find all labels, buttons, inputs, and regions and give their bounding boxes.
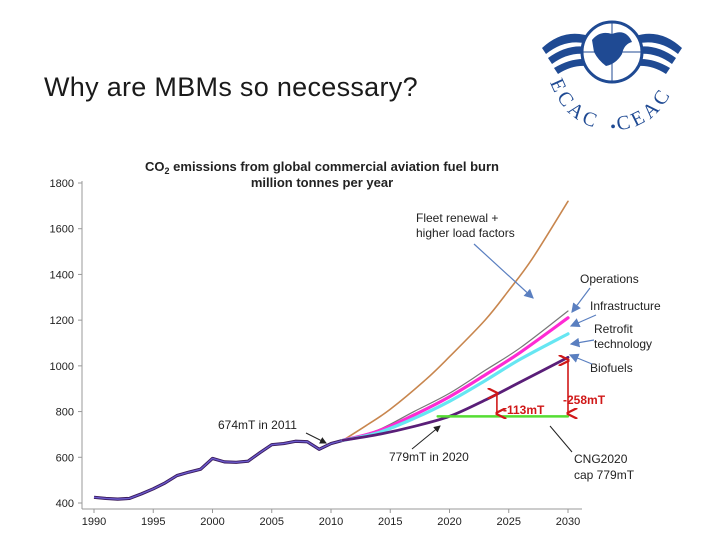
annotation-fleet-renewal-2: higher load factors bbox=[416, 226, 515, 240]
y-tick-label: 1400 bbox=[50, 269, 74, 281]
x-tick-label: 2030 bbox=[556, 516, 580, 528]
x-tick-label: 1990 bbox=[82, 516, 106, 528]
annotation-gap-113: -113mT bbox=[503, 403, 545, 417]
series-historical-shadow bbox=[93, 438, 344, 501]
annotation-779mt-arrow bbox=[411, 425, 441, 450]
logo-text-left: ECAC bbox=[545, 75, 599, 133]
chart-title-suffix: emissions from global commercial aviatio… bbox=[170, 159, 499, 174]
y-tick-label: 600 bbox=[56, 452, 74, 464]
slide-title: Why are MBMs so necessary? bbox=[44, 72, 418, 102]
annotation-retrofit-2: technology bbox=[594, 337, 652, 351]
svg-text:CEAC: CEAC bbox=[615, 83, 677, 135]
annotation-operations: Operations bbox=[580, 272, 639, 286]
chart-subtitle: million tonnes per year bbox=[251, 175, 393, 190]
y-tick-label: 1800 bbox=[50, 178, 74, 190]
annotation-biofuels: Biofuels bbox=[590, 361, 633, 375]
wings-globe-emblem-icon bbox=[542, 20, 682, 84]
annotation-infrastructure: Infrastructure bbox=[590, 299, 661, 313]
x-tick-label: 1995 bbox=[141, 516, 165, 528]
ecac-logo: ECAC • CEAC bbox=[542, 20, 682, 136]
y-tick-label: 1600 bbox=[50, 224, 74, 236]
annotation-674mt-arrow bbox=[305, 432, 327, 444]
svg-text:ECAC: ECAC bbox=[545, 75, 603, 133]
x-tick-label: 2000 bbox=[200, 516, 224, 528]
y-tick-label: 400 bbox=[56, 498, 74, 510]
series-0 bbox=[342, 200, 569, 442]
x-tick-label: 2010 bbox=[319, 516, 343, 528]
logo-text-right: CEAC bbox=[615, 83, 673, 135]
annotation-cng-cap: cap 779mT bbox=[574, 468, 635, 482]
x-tick-label: 2025 bbox=[497, 516, 521, 528]
annotation-fleet-arrow bbox=[473, 243, 534, 299]
annotation-fleet-renewal-1: Fleet renewal + bbox=[416, 211, 498, 225]
svg-text:CO2 emissions from global comm: CO2 emissions from global commercial avi… bbox=[145, 159, 499, 176]
annotation-operations-arrow bbox=[571, 287, 591, 313]
annotation-cng2020: CNG2020 bbox=[574, 452, 628, 466]
series-3 bbox=[341, 332, 570, 442]
logo-separator: • bbox=[610, 119, 616, 136]
annotation-retrofit-arrow bbox=[569, 337, 595, 348]
y-tick-label: 1000 bbox=[50, 361, 74, 373]
y-tick-label: 1200 bbox=[50, 315, 74, 327]
annotation-674mt-2011: 674mT in 2011 bbox=[218, 418, 297, 432]
annotation-biofuels-arrow bbox=[568, 353, 593, 365]
annotation-779mt-2020: 779mT in 2020 bbox=[389, 450, 469, 464]
chart-title-subscript: 2 bbox=[165, 166, 170, 176]
x-tick-label: 2020 bbox=[437, 516, 461, 528]
chart-title-prefix: CO bbox=[145, 159, 165, 174]
series-historical bbox=[93, 439, 344, 500]
emissions-chart: CO2 emissions from global commercial avi… bbox=[50, 159, 662, 528]
series-2 bbox=[341, 316, 570, 442]
annotation-retrofit-1: Retrofit bbox=[594, 322, 633, 336]
annotation-gap-258: -258mT bbox=[563, 393, 606, 407]
x-tick-label: 2005 bbox=[260, 516, 284, 528]
annotation-cng-leader bbox=[549, 425, 573, 453]
annotation-infrastructure-arrow bbox=[569, 314, 597, 328]
y-tick-label: 800 bbox=[56, 407, 74, 419]
x-tick-label: 2015 bbox=[378, 516, 402, 528]
